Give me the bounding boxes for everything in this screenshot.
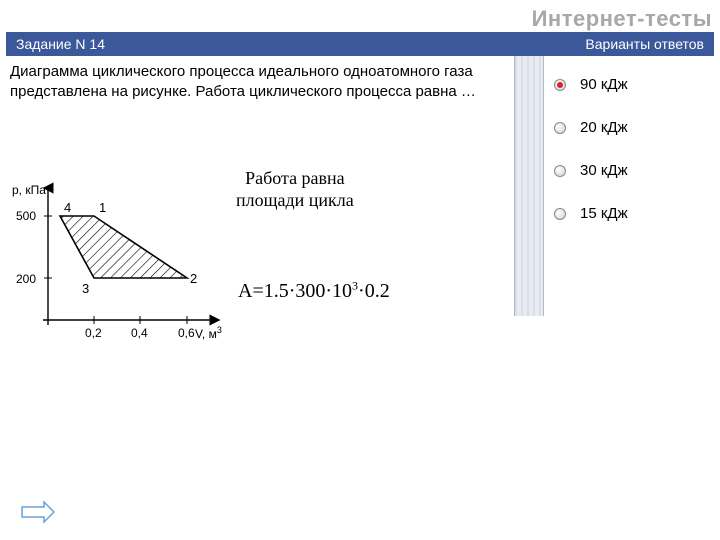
xtick-06: 0,6 [178,326,195,340]
answer-label: 30 кДж [580,162,628,179]
radio-icon[interactable] [554,122,566,134]
ytick-200: 200 [16,272,36,286]
question-column: Диаграмма циклического процесса идеально… [6,56,514,316]
ytick-500: 500 [16,209,36,223]
next-arrow-icon[interactable] [20,498,56,526]
vertex-3: 3 [82,281,89,296]
xtick-02: 0,2 [85,326,102,340]
vertex-2: 2 [190,271,197,286]
answer-label: 20 кДж [580,119,628,136]
site-title: Интернет-тесты [532,6,712,32]
vertex-4: 4 [64,200,71,215]
answer-label: 15 кДж [580,205,628,222]
answer-option-1[interactable]: 90 кДж [554,76,708,93]
content-area: Диаграмма циклического процесса идеально… [6,56,714,316]
vertex-1: 1 [99,200,106,215]
xtick-04: 0,4 [131,326,148,340]
separator-column [514,56,544,316]
pv-diagram: p, кПа V, м3 500 200 0,2 0,4 0,6 1 2 3 4 [10,180,230,350]
answer-option-4[interactable]: 15 кДж [554,205,708,222]
cycle-polygon [60,216,187,278]
answers-column: 90 кДж 20 кДж 30 кДж 15 кДж [544,56,714,316]
arrow-shape [22,502,54,522]
answers-header: Варианты ответов [585,36,704,52]
hint-line2: площади цикла [236,190,354,210]
answer-option-2[interactable]: 20 кДж [554,119,708,136]
radio-icon[interactable] [554,208,566,220]
formula-suffix: ·0.2 [358,280,390,302]
radio-icon[interactable] [554,165,566,177]
hint-line1: Работа равна [245,168,345,188]
formula-prefix: A=1.5·300·10 [238,280,352,302]
x-axis-label: V, м3 [195,325,222,341]
task-number: Задание N 14 [16,36,105,52]
formula: A=1.5·300·103·0.2 [238,278,390,304]
answer-option-3[interactable]: 30 кДж [554,162,708,179]
question-text: Диаграмма циклического процесса идеально… [10,62,510,101]
header-bar: Задание N 14 Варианты ответов [6,32,714,56]
hint-text: Работа равна площади цикла [236,168,354,211]
answer-label: 90 кДж [580,76,628,93]
y-axis-label: p, кПа [12,183,46,197]
radio-icon[interactable] [554,79,566,91]
